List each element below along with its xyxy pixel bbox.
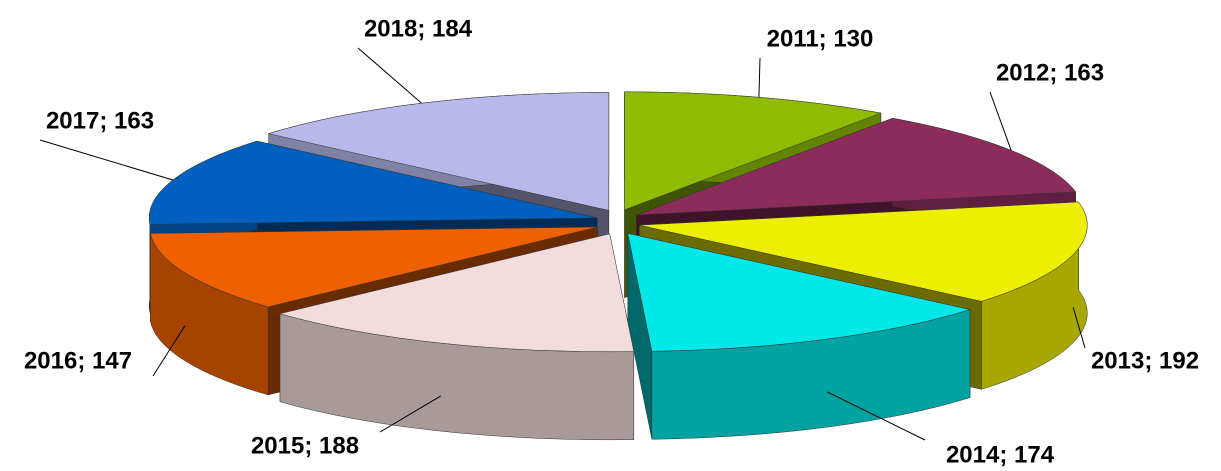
slice	[627, 233, 971, 352]
leader-line	[989, 91, 1012, 151]
data-label: 2012; 163	[996, 59, 1104, 86]
slice	[267, 92, 610, 211]
data-label: 2013; 192	[1091, 347, 1199, 374]
leader-line	[827, 391, 926, 441]
data-label: 2011; 130	[767, 25, 874, 52]
data-label: 2014; 174	[946, 441, 1055, 468]
data-label: 2015; 188	[251, 432, 359, 459]
slice	[639, 201, 1088, 302]
leader-line	[39, 139, 174, 181]
leader-line	[357, 47, 422, 104]
leader-line	[1072, 307, 1086, 349]
data-label: 2018; 184	[364, 15, 473, 42]
slice	[150, 226, 598, 308]
leader-line	[758, 57, 761, 98]
slice	[279, 233, 635, 353]
data-label: 2016; 147	[24, 347, 132, 374]
leader-line	[379, 395, 442, 433]
leader-line	[152, 325, 186, 377]
data-label: 2017; 163	[46, 107, 154, 134]
